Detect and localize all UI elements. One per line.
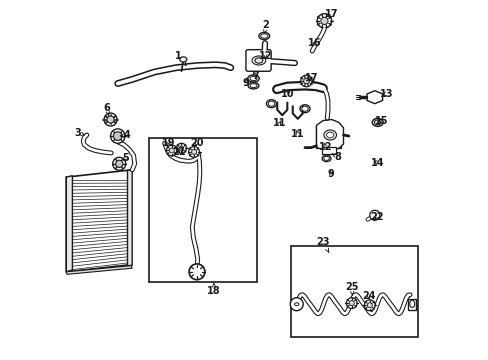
Ellipse shape [258,32,269,40]
Bar [321,147,336,154]
Bar [149,138,257,282]
Circle shape [369,210,379,220]
Ellipse shape [247,75,259,82]
Ellipse shape [254,58,263,63]
Ellipse shape [249,84,256,88]
Ellipse shape [322,155,330,162]
Ellipse shape [299,105,309,113]
Circle shape [166,145,177,156]
Circle shape [110,129,125,143]
Bar [407,299,415,310]
Circle shape [346,298,356,309]
Circle shape [179,146,183,150]
Text: 17: 17 [305,73,318,84]
Text: 23: 23 [316,237,329,252]
Text: 19: 19 [162,138,175,148]
Circle shape [176,143,186,153]
Text: 6: 6 [103,103,110,116]
Circle shape [104,113,117,126]
Circle shape [364,300,374,311]
Circle shape [113,132,122,140]
Text: 1: 1 [174,51,186,66]
Text: 3: 3 [75,128,84,138]
Text: 18: 18 [206,283,220,296]
Ellipse shape [374,120,380,125]
Ellipse shape [251,56,265,65]
Ellipse shape [268,101,274,106]
Text: 16: 16 [307,38,321,48]
Text: 12: 12 [318,142,331,152]
Ellipse shape [247,82,258,89]
Text: 9: 9 [243,78,249,88]
Polygon shape [366,91,382,104]
Circle shape [317,14,331,28]
Circle shape [348,301,354,306]
Text: 21: 21 [172,147,185,157]
Ellipse shape [266,100,276,108]
Polygon shape [66,170,131,272]
FancyBboxPatch shape [245,50,270,71]
Text: 12: 12 [258,51,272,61]
Ellipse shape [249,76,257,81]
Text: 15: 15 [374,116,387,126]
Ellipse shape [323,156,329,161]
Circle shape [113,157,125,170]
Text: 10: 10 [281,89,294,99]
Circle shape [320,17,327,24]
Text: 13: 13 [379,89,393,99]
Text: 24: 24 [361,291,375,301]
Text: 14: 14 [370,158,384,168]
Ellipse shape [323,130,336,140]
Circle shape [169,148,174,153]
Polygon shape [66,266,132,274]
Polygon shape [66,176,72,272]
Text: 4: 4 [120,130,131,140]
Text: 25: 25 [345,282,358,295]
Circle shape [115,160,122,167]
Text: 17: 17 [325,9,338,19]
Circle shape [303,78,309,84]
Circle shape [191,149,196,154]
Ellipse shape [179,57,186,62]
Bar [290,246,418,337]
Ellipse shape [301,106,307,111]
Ellipse shape [260,34,267,38]
Bar [316,126,340,148]
Circle shape [289,298,303,311]
Circle shape [189,264,204,280]
Circle shape [300,75,311,87]
Circle shape [188,147,199,157]
Ellipse shape [371,118,382,126]
Ellipse shape [294,303,298,306]
Text: 22: 22 [369,212,383,222]
Ellipse shape [409,300,414,307]
Text: 8: 8 [331,152,341,162]
Text: 9: 9 [327,168,334,179]
Text: 11: 11 [272,118,286,128]
Text: 20: 20 [190,138,203,148]
Text: 11: 11 [290,129,304,139]
Polygon shape [316,120,343,150]
Circle shape [366,303,371,308]
Text: 2: 2 [262,20,269,33]
Text: 7: 7 [251,71,258,81]
Ellipse shape [326,132,333,138]
Circle shape [107,116,114,123]
Text: 5: 5 [122,153,129,163]
Polygon shape [127,170,132,266]
